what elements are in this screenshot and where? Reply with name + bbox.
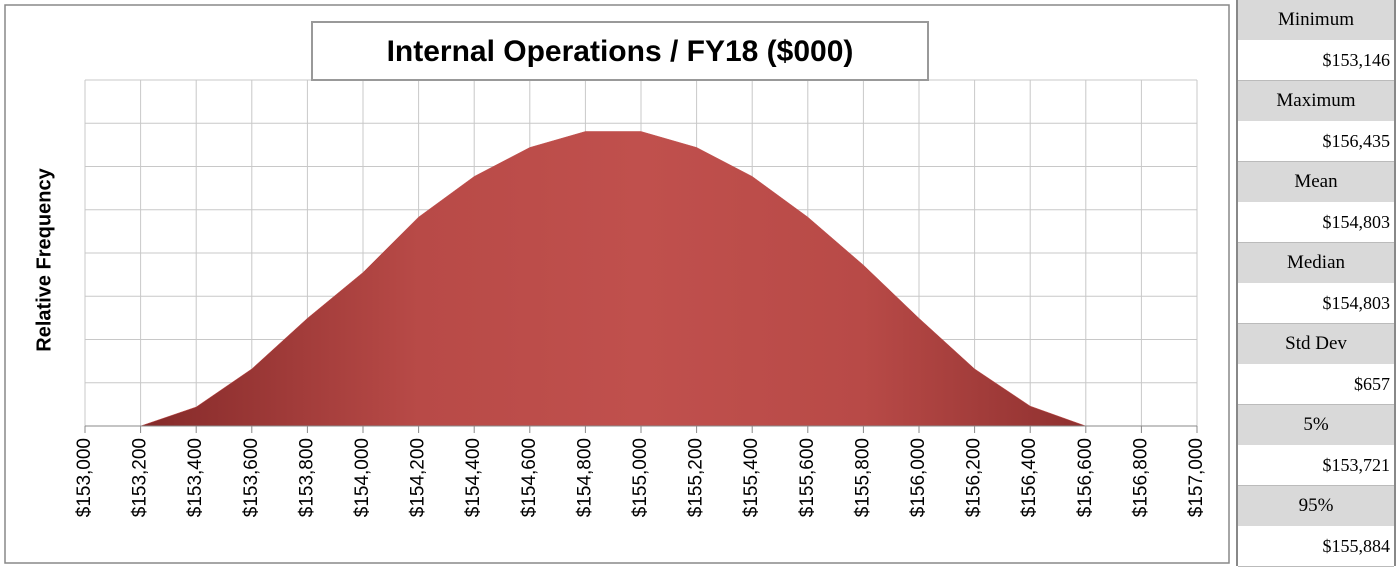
x-tick-label: $153,400	[185, 438, 206, 517]
title-box	[311, 21, 929, 81]
stats-panel: Minimum $153,146 Maximum $156,435 Mean $154,8…	[1236, 0, 1396, 567]
stat-value: $153,146	[1238, 40, 1394, 81]
stat-label: 95%	[1238, 486, 1394, 526]
x-tick-label: $155,200	[686, 438, 707, 517]
x-tick-label: $155,400	[741, 438, 762, 517]
stat-value: $154,803	[1238, 202, 1394, 243]
x-tick-label: $155,000	[630, 438, 651, 517]
x-tick-label: $155,800	[852, 438, 873, 517]
x-tick-label: $153,600	[241, 438, 262, 517]
x-tick-label: $154,200	[408, 438, 429, 517]
x-tick-label: $153,000	[74, 438, 95, 517]
stat-label: Mean	[1238, 162, 1394, 202]
x-tick-label: $153,800	[296, 438, 317, 517]
x-tick-label: $154,400	[463, 438, 484, 517]
x-tick-label: $156,000	[908, 438, 929, 517]
x-tick-label: $157,000	[1186, 438, 1207, 517]
x-tick-label: $154,600	[519, 438, 540, 517]
x-tick-label: $154,000	[352, 438, 373, 517]
stat-label: Maximum	[1238, 81, 1394, 121]
x-tick-label: $153,200	[130, 438, 151, 517]
x-tick-label: $155,600	[797, 438, 818, 517]
stat-label: Std Dev	[1238, 324, 1394, 364]
x-tick-label: $156,800	[1130, 438, 1151, 517]
x-tick-label: $156,400	[1019, 438, 1040, 517]
x-tick-label: $154,800	[574, 438, 595, 517]
y-axis-label: Relative Frequency	[33, 167, 55, 351]
stat-label: 5%	[1238, 405, 1394, 445]
stat-value: $154,803	[1238, 283, 1394, 324]
chart: Relative Frequency $153,000 $153,200 $153,…	[4, 4, 1230, 564]
area	[85, 131, 1197, 427]
stat-label: Minimum	[1238, 0, 1394, 40]
stat-value: $153,721	[1238, 445, 1394, 486]
x-tick-label: $156,200	[964, 438, 985, 517]
chart-title: Internal Operations / FY18 ($000)	[387, 35, 854, 68]
stat-value: $156,435	[1238, 121, 1394, 162]
stat-value: $155,884	[1238, 526, 1394, 567]
stat-label: Median	[1238, 243, 1394, 283]
x-tick-label: $156,600	[1075, 438, 1096, 517]
stat-value: $657	[1238, 364, 1394, 405]
